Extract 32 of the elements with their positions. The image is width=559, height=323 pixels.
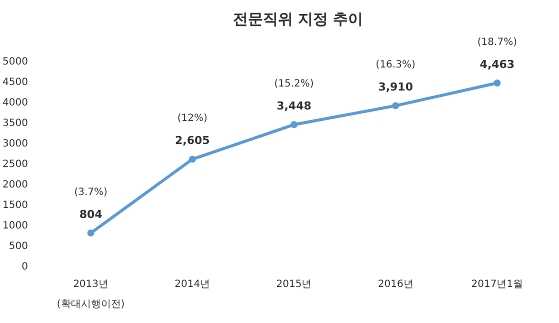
point <box>494 80 501 87</box>
y-tick-label: 2000 <box>2 180 28 190</box>
y-tick-label: 4000 <box>2 98 28 108</box>
data-label: 4,463 <box>480 58 515 72</box>
y-tick-label: 0 <box>22 262 28 272</box>
y-tick-label: 500 <box>8 241 28 252</box>
x-tick-label: 2016년 <box>378 279 414 290</box>
y-tick-label: 1000 <box>2 220 28 232</box>
annotation: (16.3%) <box>376 60 416 71</box>
point <box>188 156 196 163</box>
y-tick-label: 3000 <box>2 138 28 150</box>
annotation: (12%) <box>177 113 208 124</box>
point <box>290 121 298 128</box>
y-tick-label: 2500 <box>2 159 28 170</box>
annotation: (3.7%) <box>74 187 108 198</box>
y-tick-label: 5000 <box>2 56 28 68</box>
x-tick-label: 2013년 (확대시행이전) <box>56 279 125 310</box>
x-tick-label: 2014년 <box>174 279 210 290</box>
point <box>87 230 94 237</box>
point <box>392 102 400 110</box>
x-tick-label: 2017년1월 <box>471 279 524 290</box>
annotation: (15.2%) <box>274 78 314 90</box>
data-label: 3,910 <box>378 80 414 94</box>
y-tick-label: 3500 <box>2 118 28 129</box>
x-tick-label: 2015년 <box>276 279 312 290</box>
data-label: 3,448 <box>276 100 312 113</box>
data-label: 804 <box>79 208 103 222</box>
data-label: 2,605 <box>175 134 210 148</box>
y-tick-label: 1500 <box>2 200 28 211</box>
chart-title: 전문직위 지정 추이 <box>232 10 364 28</box>
y-tick-label: 4500 <box>2 77 28 88</box>
text: (18.7%) <box>477 37 518 48</box>
